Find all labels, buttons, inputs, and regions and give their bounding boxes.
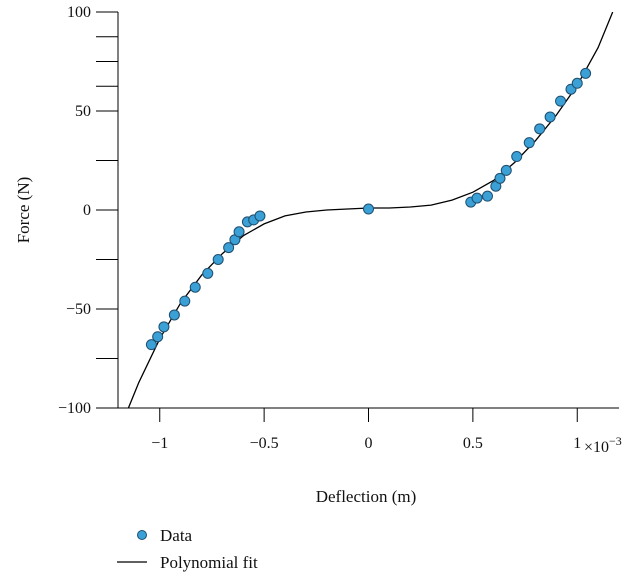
data-point [152, 331, 164, 343]
data-point [202, 267, 214, 279]
data-point [555, 95, 567, 107]
data-point [212, 254, 224, 265]
data-point [571, 77, 583, 89]
data-point [471, 192, 483, 204]
legend-data-label: Data [160, 526, 193, 545]
data-points [145, 67, 592, 351]
data-point [544, 111, 556, 123]
data-point [534, 123, 546, 135]
x-tick-label: −0.5 [250, 435, 279, 452]
data-point [363, 203, 374, 215]
data-point [523, 137, 535, 149]
legend-fit-label: Polynomial fit [160, 553, 258, 572]
x-axis-label: Deflection (m) [316, 487, 417, 506]
x-tick-label: −1 [151, 435, 168, 452]
data-point [158, 321, 170, 333]
data-point [189, 281, 201, 293]
data-point [481, 190, 493, 202]
y-tick-label: 100 [67, 4, 91, 21]
x-tick-label: 0 [365, 435, 373, 452]
data-point [494, 172, 506, 184]
data-point [179, 295, 191, 307]
data-point [233, 226, 245, 238]
y-tick-label: 0 [83, 202, 91, 219]
y-tick-label: 50 [75, 103, 91, 120]
data-point [511, 151, 523, 163]
y-axis-ticks: 100 50 0 −50 −100 [58, 4, 118, 417]
x-tick-label: 0.5 [463, 435, 483, 452]
data-point [580, 67, 592, 79]
data-point [500, 164, 512, 176]
legend-data-marker [137, 530, 147, 540]
y-tick-label: −50 [66, 301, 91, 318]
x-tick-label: 1 [573, 435, 581, 452]
data-point [145, 339, 157, 351]
x-axis-ticks: −1 −0.5 0 0.5 1 [151, 408, 581, 452]
y-axis-label: Force (N) [14, 177, 33, 244]
data-point [254, 210, 266, 222]
x-multiplier: ×10−3 [584, 434, 622, 456]
legend: Data Polynomial fit [117, 526, 258, 572]
y-tick-label: −100 [58, 400, 91, 417]
data-point [168, 309, 180, 321]
data-point [223, 242, 235, 254]
